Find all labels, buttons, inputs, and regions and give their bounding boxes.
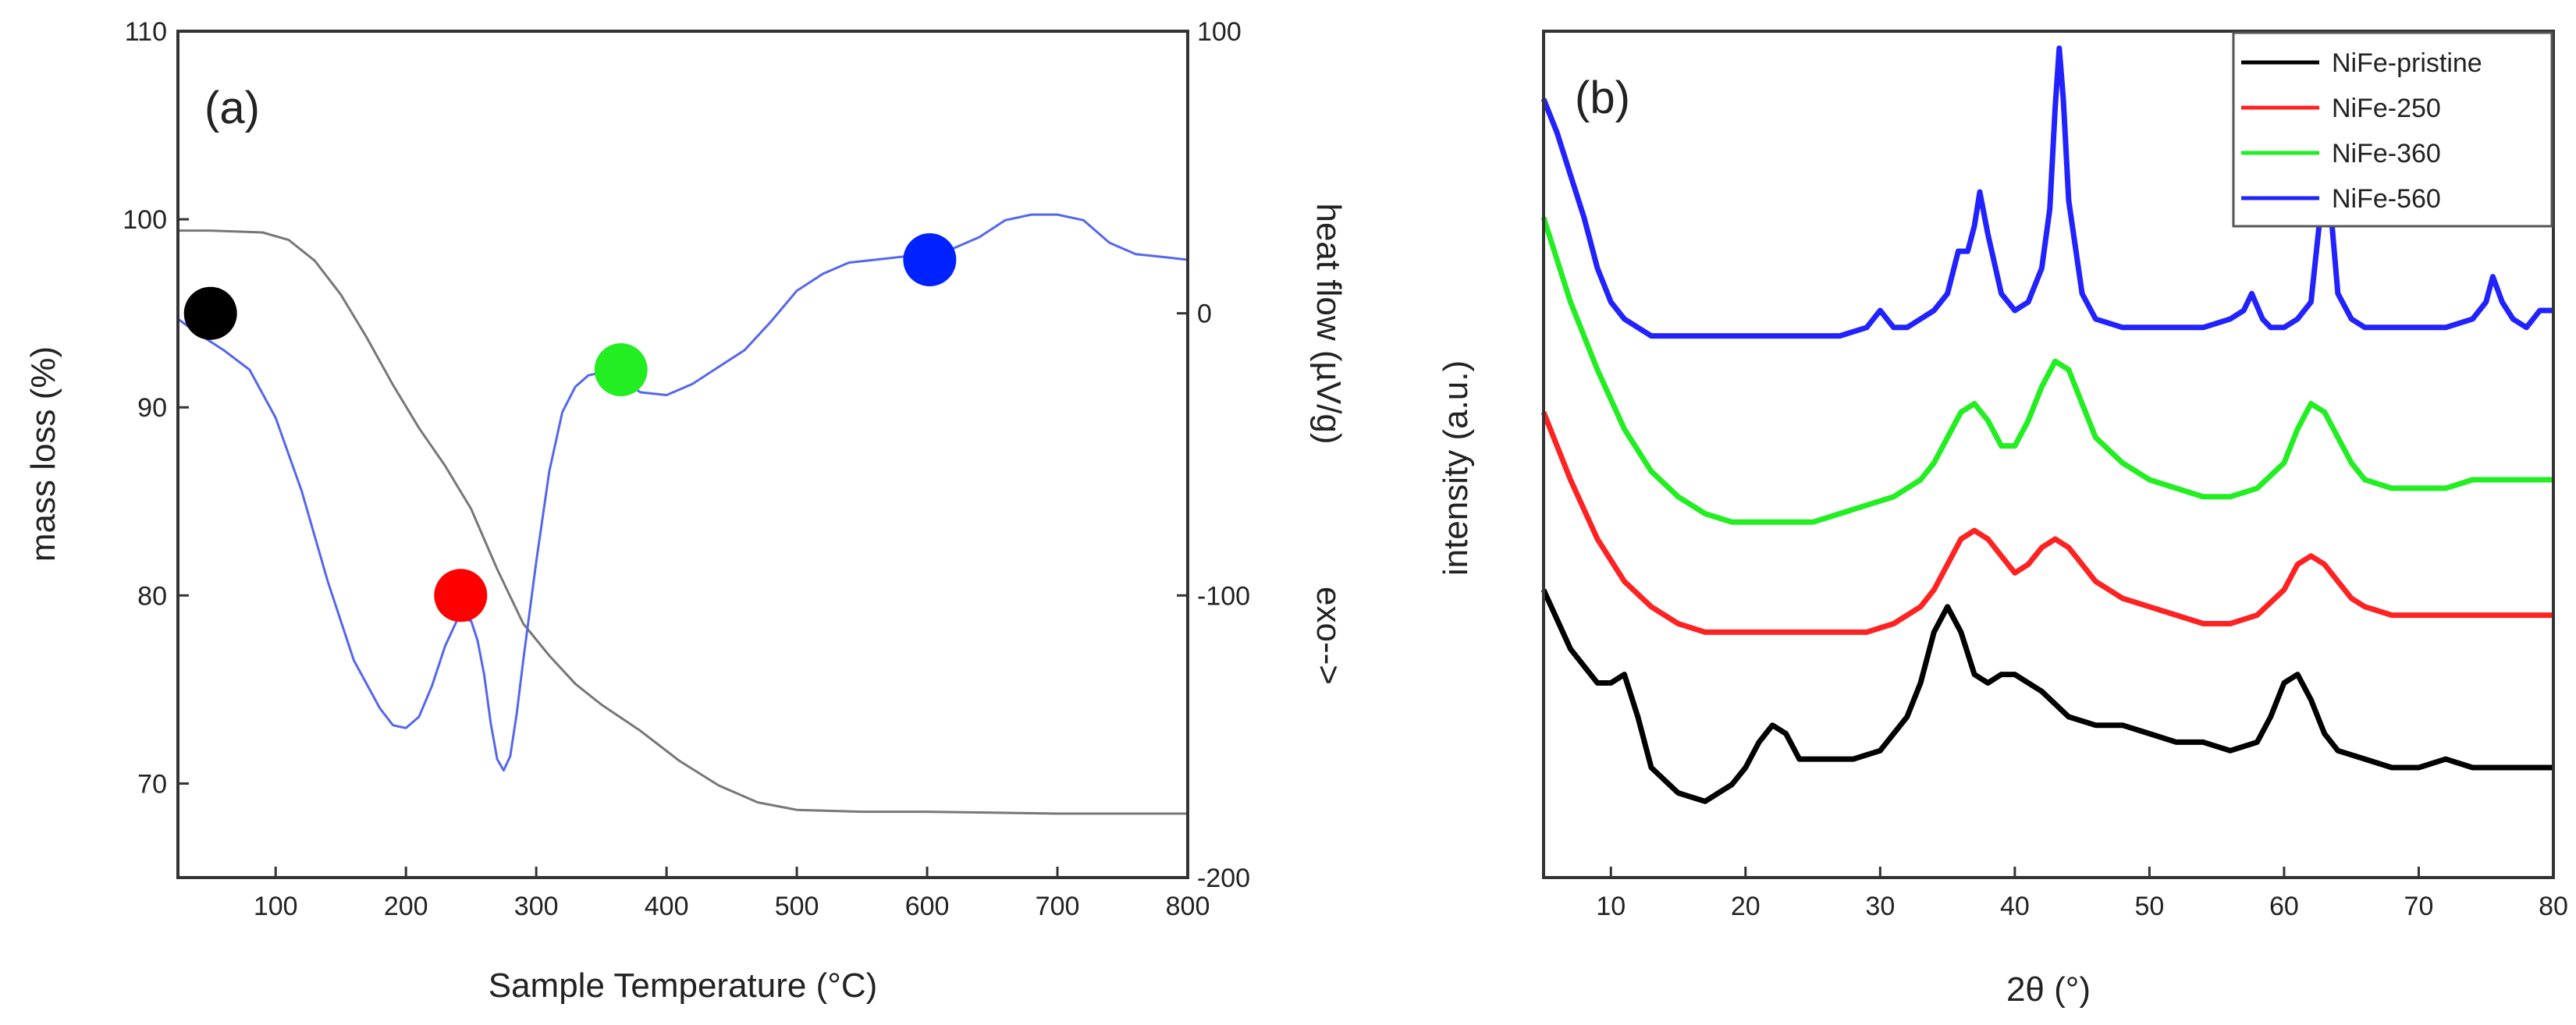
- y-right-tick-label: 0: [1197, 300, 1212, 329]
- panel-b-legend: NiFe-pristine NiFe-250 NiFe-360 NiFe-560: [2232, 31, 2553, 228]
- x-tick-label: 50: [2134, 892, 2164, 921]
- panel-a-plot-frame: [176, 30, 1189, 879]
- panel-b-x-ticks: 10 20 30 40 50 60 70 80: [1596, 867, 2568, 921]
- series-line-nife-250: [1540, 411, 2553, 635]
- x-tick-label: 10: [1596, 892, 1626, 921]
- legend-box: [2232, 31, 2553, 228]
- y-right-tick-label: -200: [1197, 864, 1250, 893]
- marker-point-3: [594, 343, 648, 396]
- panel-b-x-axis-label: 2θ (°): [2006, 970, 2091, 1009]
- y-left-tick-label: 80: [137, 581, 167, 611]
- x-tick-label: 700: [1036, 892, 1080, 921]
- y-right-tick-label: -100: [1197, 581, 1250, 611]
- x-tick-label: 70: [2404, 892, 2434, 921]
- marker-point-2: [434, 569, 488, 622]
- panel-a-left-y-axis-label: mass loss (%): [24, 346, 62, 562]
- panel-a-right-y-ticks: -200 -100 0 100: [1177, 17, 1250, 893]
- series-line-heat-flow: [177, 213, 1189, 772]
- panel-a-exo-annotation: exo-->: [1309, 587, 1348, 685]
- y-left-tick-label: 90: [137, 393, 167, 423]
- panel-b-label: (b): [1575, 73, 1630, 123]
- panel-a-x-axis-label: Sample Temperature (°C): [489, 966, 878, 1005]
- x-tick-label: 800: [1166, 892, 1210, 921]
- panel-a-tga-dta: 100 200 300 400 500 600 700 800 70 80 90 100 110 -2…: [24, 17, 1348, 1005]
- legend-label-nife-pristine: NiFe-pristine: [2332, 48, 2482, 78]
- x-tick-label: 60: [2269, 892, 2299, 921]
- legend-label-nife-250: NiFe-250: [2332, 94, 2441, 123]
- panel-b-y-axis-label: intensity (a.u.): [1437, 360, 1475, 576]
- x-tick-label: 300: [514, 892, 559, 921]
- series-line-nife-pristine: [1540, 588, 2553, 804]
- y-left-tick-label: 110: [125, 17, 167, 47]
- panel-b-series-group: [1540, 45, 2553, 804]
- panel-a-x-ticks: 100 200 300 400 500 600 700 800: [254, 867, 1210, 921]
- legend-label-nife-560: NiFe-560: [2332, 184, 2441, 214]
- x-tick-label: 100: [254, 892, 298, 921]
- x-tick-label: 40: [2000, 892, 2030, 921]
- x-tick-label: 500: [775, 892, 819, 921]
- marker-point-4: [903, 233, 957, 286]
- y-left-tick-label: 100: [123, 205, 167, 235]
- y-left-tick-label: 70: [137, 769, 167, 799]
- panel-b-xrd: 10 20 30 40 50 60 70 80 (b) 2θ (°) intensity (a…: [1437, 30, 2568, 1009]
- panel-a-right-y-axis-label: heat flow (µV/g): [1309, 203, 1348, 444]
- x-tick-label: 30: [1865, 892, 1895, 921]
- panel-a-left-y-ticks: 70 80 90 100 110: [123, 17, 189, 799]
- legend-items: NiFe-pristine NiFe-250 NiFe-360 NiFe-560: [2241, 48, 2482, 214]
- series-line-mass-loss: [178, 229, 1188, 815]
- x-tick-label: 80: [2539, 892, 2568, 921]
- x-tick-label: 20: [1731, 892, 1761, 921]
- series-line-nife-560: [1540, 45, 2553, 339]
- legend-label-nife-360: NiFe-360: [2332, 139, 2441, 168]
- x-tick-label: 600: [905, 892, 950, 921]
- y-right-tick-label: 100: [1197, 17, 1242, 47]
- panel-b-plot-frame: [1542, 30, 2555, 879]
- series-line-nife-360: [1540, 216, 2553, 525]
- panel-a-label: (a): [204, 83, 260, 133]
- marker-point-1: [183, 286, 237, 340]
- x-tick-label: 200: [384, 892, 428, 921]
- x-tick-label: 400: [645, 892, 689, 921]
- panel-a-markers-group: [183, 233, 957, 622]
- panel-a-series-group: [177, 213, 1189, 815]
